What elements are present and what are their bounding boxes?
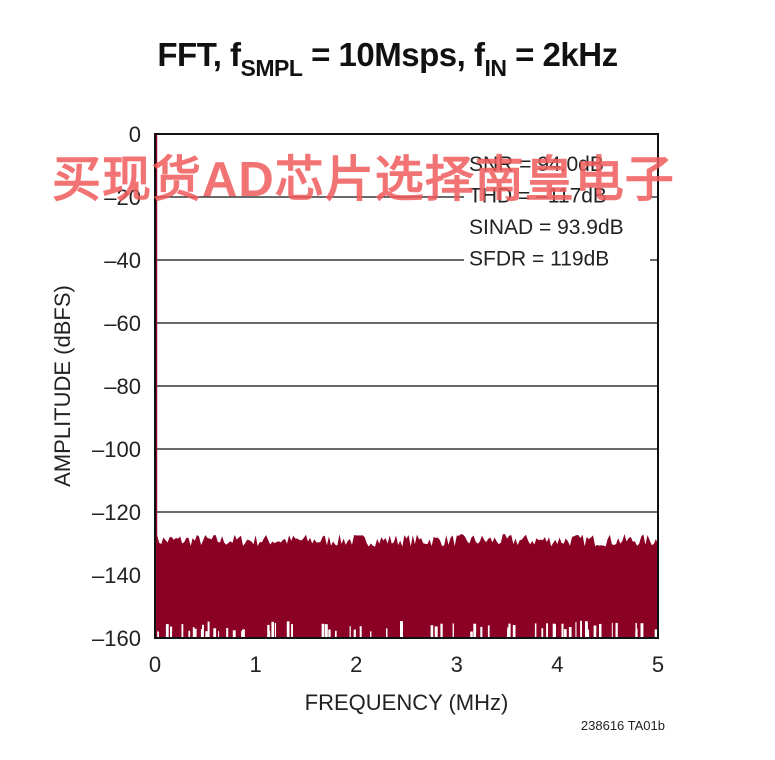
noise-gap — [452, 623, 454, 638]
noise-gap — [359, 626, 362, 638]
watermark-text: 买现货AD芯片选择南皇电子 — [52, 153, 675, 207]
annotation-line: THD = –117dB — [469, 185, 607, 208]
y-tick-label: –80 — [104, 374, 141, 399]
noise-gap — [349, 626, 351, 638]
noise-gap — [386, 628, 388, 638]
noise-gap — [575, 622, 577, 638]
annotation-line: SINAD = 93.9dB — [469, 216, 624, 239]
noise-gap — [291, 624, 293, 638]
noise-gap — [165, 624, 169, 638]
noise-gap — [654, 629, 657, 638]
noise-gap — [157, 631, 159, 638]
noise-gap — [470, 631, 473, 638]
noise-gap — [541, 628, 544, 638]
title-part-2: = 10Msps, f — [302, 36, 485, 73]
noise-gap — [274, 622, 276, 638]
noise-gap — [328, 629, 331, 638]
noise-gap — [267, 624, 270, 638]
noise-gap — [232, 630, 236, 638]
y-tick-labels: 0 –20 –40 –60 –80 –100 –120 –140 –160 — [92, 122, 141, 651]
noise-gap — [507, 627, 510, 638]
noise-gap — [487, 625, 490, 638]
noise-gap — [534, 623, 537, 638]
annotation-line: SNR = 94.0dB — [469, 153, 604, 176]
annotation-block: SNR = 94.0dB THD = –117dB SINAD = 93.9dB SF… — [464, 142, 650, 271]
noise-gap — [440, 623, 443, 638]
noise-gap — [241, 631, 244, 638]
noise-gap — [593, 625, 597, 638]
noise-gap — [181, 624, 184, 638]
noise-gap — [615, 622, 618, 638]
y-tick-label: –160 — [92, 626, 141, 651]
noise-gap — [546, 623, 548, 638]
title-part-3: = 2kHz — [506, 36, 618, 73]
y-tick-label: –100 — [92, 437, 141, 462]
noise-gap — [325, 624, 328, 638]
noise-gap — [202, 624, 204, 638]
noise-gap — [207, 621, 210, 638]
annotation-background — [464, 142, 650, 270]
noise-gap — [586, 622, 588, 638]
noise-gap — [271, 621, 274, 638]
noise-gap — [611, 622, 613, 638]
noise-gap — [286, 621, 290, 638]
noise-gap — [473, 623, 477, 638]
noise-gap — [568, 627, 572, 638]
y-tick-label: –40 — [104, 248, 141, 273]
y-tick-label: –140 — [92, 563, 141, 588]
noise-gap — [561, 623, 564, 638]
y-tick-label: –60 — [104, 311, 141, 336]
noise-gap — [552, 623, 556, 638]
y-tick-label: –20 — [104, 185, 141, 210]
figure-code: 238616 TA01b — [580, 718, 665, 733]
noise-gap — [636, 628, 638, 638]
y-tick-label: 0 — [129, 122, 141, 147]
x-tick-label: 1 — [249, 652, 261, 677]
noise-gap — [269, 631, 271, 638]
noise-gap — [640, 623, 644, 638]
noise-gap — [599, 623, 602, 638]
y-axis-label: AMPLITUDE (dBFS) — [50, 285, 75, 487]
noise-gap — [188, 630, 191, 638]
noise-gap — [430, 625, 434, 638]
x-tick-labels: 0 1 2 3 4 5 — [149, 652, 664, 677]
title-part-1: FFT, f — [157, 36, 241, 73]
title-subscript-in: IN — [484, 55, 507, 81]
noise-gap — [194, 628, 197, 638]
noise-gap — [335, 630, 337, 638]
noise-gap — [321, 623, 325, 638]
noise-gap — [370, 631, 372, 638]
annotation-line: SFDR = 119dB — [469, 248, 609, 271]
x-tick-label: 4 — [551, 652, 563, 677]
noise-gap — [580, 620, 582, 638]
noise-gap — [170, 626, 173, 638]
y-tick-label: –120 — [92, 500, 141, 525]
chart-title: FFT, fSMPL = 10Msps, fIN = 2kHz — [0, 36, 775, 81]
noise-gap — [480, 626, 483, 638]
noise-gap — [205, 631, 208, 638]
noise-gap — [512, 625, 516, 638]
noise-gap — [586, 629, 590, 638]
noise-gap — [213, 628, 217, 638]
noise-gap — [218, 631, 220, 638]
noise-gap — [353, 629, 356, 638]
x-tick-label: 0 — [149, 652, 161, 677]
noise-gap — [192, 627, 195, 638]
x-tick-label: 3 — [451, 652, 463, 677]
noise-gap — [563, 629, 567, 638]
title-subscript-smpl: SMPL — [240, 55, 303, 81]
noise-floor-area — [155, 534, 658, 638]
x-tick-label: 2 — [350, 652, 362, 677]
noise-gap — [400, 621, 403, 638]
noise-gap — [226, 628, 229, 638]
noise-gap — [635, 631, 637, 638]
x-axis-label: FREQUENCY (MHz) — [305, 690, 509, 715]
x-tick-label: 5 — [652, 652, 664, 677]
plot-frame — [154, 133, 659, 639]
noise-gap — [434, 626, 438, 638]
